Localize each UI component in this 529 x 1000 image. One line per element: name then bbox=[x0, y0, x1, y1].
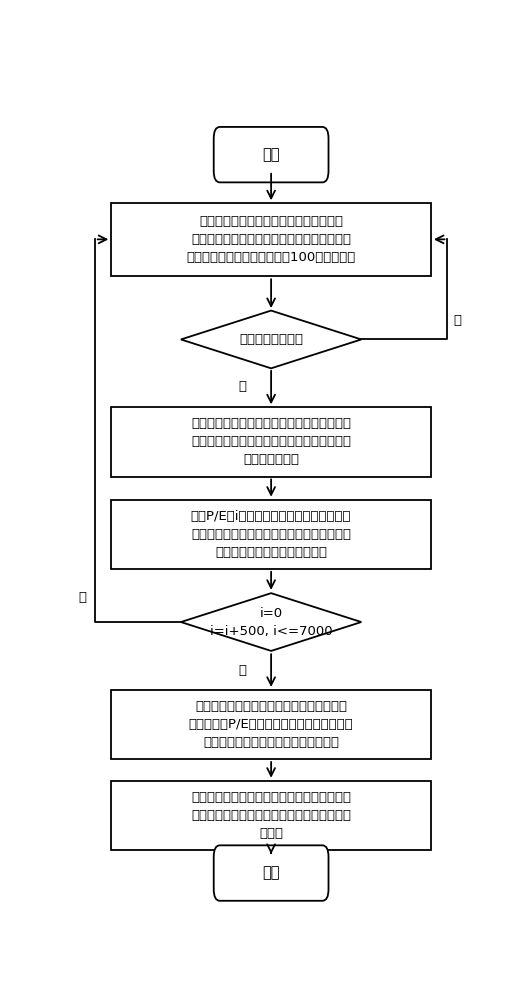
Text: 记录P/E为i次时，保存一天、一周及一个月
时，使用每个档位记录的单元数量，研究不同
保存时间段的阈值电压分布规律: 记录P/E为i次时，保存一天、一周及一个月 时，使用每个档位记录的单元数量，研究… bbox=[191, 510, 351, 559]
Text: 开始: 开始 bbox=[262, 147, 280, 162]
Bar bbox=[111, 203, 431, 276]
Bar bbox=[111, 407, 431, 477]
FancyBboxPatch shape bbox=[214, 845, 329, 901]
Text: 将写满数据的块放置一天、一周及一个月后，
使用不同档位的读电压，统计每个档位内单元
数量，并做记录: 将写满数据的块放置一天、一周及一个月后， 使用不同档位的读电压，统计每个档位内单… bbox=[191, 417, 351, 466]
Text: 接收来自服务器端的顺序写入数据请求，
根据该请求为三维堆叠闪存控制器生成随机数
据，控制器将生成的数据写入100个闪存块中: 接收来自服务器端的顺序写入数据请求， 根据该请求为三维堆叠闪存控制器生成随机数 … bbox=[187, 215, 355, 264]
Bar bbox=[111, 690, 431, 759]
Bar bbox=[111, 781, 431, 850]
Text: 数据是否全部写完: 数据是否全部写完 bbox=[239, 333, 303, 346]
Text: 是: 是 bbox=[78, 591, 87, 604]
FancyBboxPatch shape bbox=[214, 127, 329, 182]
Text: 否: 否 bbox=[239, 664, 247, 677]
Text: 结束: 结束 bbox=[262, 866, 280, 881]
Text: 否: 否 bbox=[454, 314, 462, 327]
Text: 利用三维堆叠闪存阈值电压漂移规律获取高精
度的软判决信息之后，使用最小和译码算法进
行纠错: 利用三维堆叠闪存阈值电压漂移规律获取高精 度的软判决信息之后，使用最小和译码算法… bbox=[191, 791, 351, 840]
Polygon shape bbox=[181, 593, 361, 651]
Text: 根据三维堆叠闪存阈值电压分布漂移特征信
息，在每个P/E点和不同时间段，施加不同大
小及区间长度的读电压获取软判决信息: 根据三维堆叠闪存阈值电压分布漂移特征信 息，在每个P/E点和不同时间段，施加不同… bbox=[189, 700, 353, 749]
Bar bbox=[111, 500, 431, 569]
Text: i=0
i=i+500, i<=7000: i=0 i=i+500, i<=7000 bbox=[210, 607, 332, 638]
Polygon shape bbox=[181, 311, 361, 368]
Text: 是: 是 bbox=[239, 380, 247, 393]
